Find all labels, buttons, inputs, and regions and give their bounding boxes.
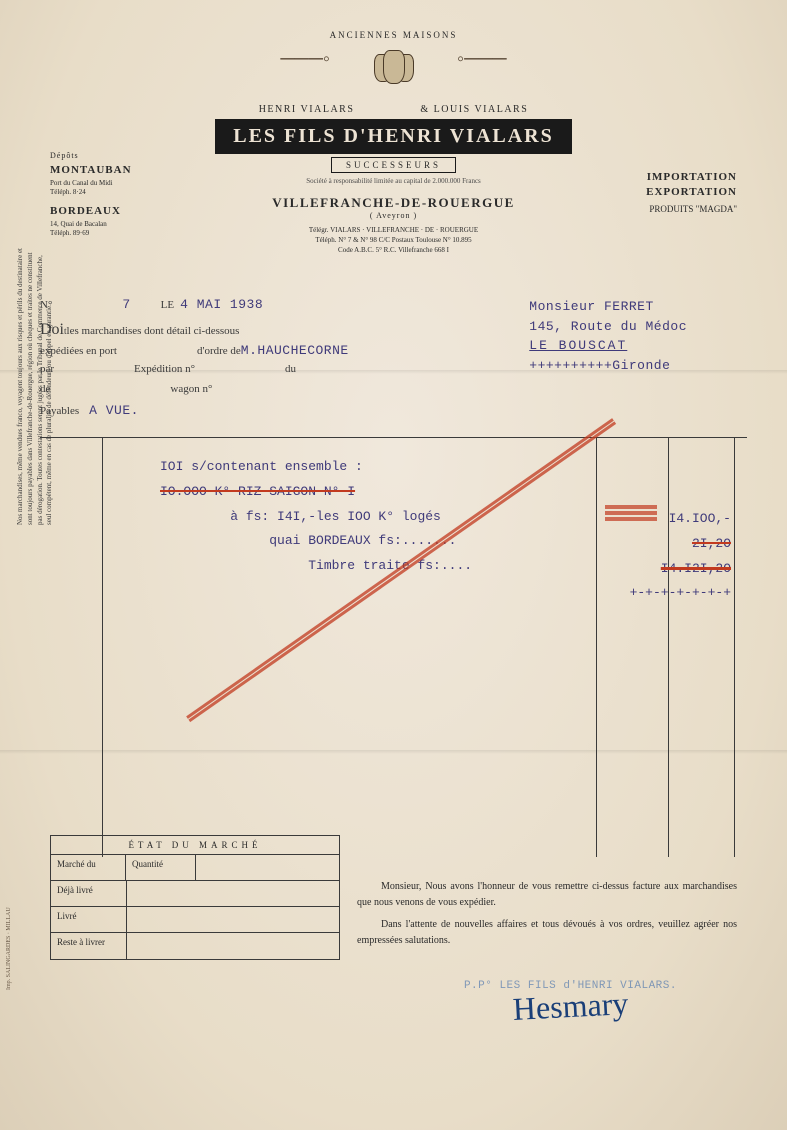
etat-row-header: Marché du Quantité — [51, 855, 339, 881]
etat-title: ÉTAT DU MARCHÉ — [51, 836, 339, 855]
invoice-table: IOI s/contenant ensemble : IO.OOO K° RIZ… — [40, 437, 747, 857]
expedition-n-label: Expédition n° — [134, 363, 195, 375]
table-vline-3 — [668, 437, 669, 857]
addressee-city: LE BOUSCAT — [529, 336, 687, 356]
etat-r4-val — [126, 933, 339, 959]
amount-column: I4.IOO,- 2I,2O I4.I2I,2O +-+-+-+-+-+-+ — [601, 507, 731, 606]
payables-value: A VUE. — [89, 403, 139, 418]
red-underline-icon — [605, 505, 657, 521]
amount-total: I4.I2I,2O — [601, 557, 731, 582]
etat-r2-label: Déjà livré — [51, 881, 126, 906]
arc-text: ANCIENNES MAISONS — [40, 30, 747, 40]
etat-col-b: Quantité — [126, 855, 196, 880]
depots-label: Dépôts — [50, 150, 132, 161]
etat-col-c — [196, 855, 339, 880]
table-vline-1 — [102, 437, 103, 857]
etat-row-2: Déjà livré — [51, 881, 339, 907]
line-item-5: Timbre traite fs:.... — [160, 554, 587, 579]
grain-sacks-icon — [370, 40, 418, 88]
invoice-paper: ANCIENNES MAISONS ───◦ ◦─── HENRI VIALAR… — [0, 0, 787, 1130]
letterhead: ANCIENNES MAISONS ───◦ ◦─── HENRI VIALAR… — [40, 30, 747, 255]
payables-row: Payables A VUE. — [40, 403, 747, 419]
closing-p2: Dans l'attente de nouvelles affaires et … — [357, 917, 737, 949]
doit-text: les marchandises dont détail ci-dessous — [67, 325, 240, 337]
contact-block: Télégr. VIALARS · VILLEFRANCHE · DE · RO… — [40, 226, 747, 255]
wagon-row: de wagon n° — [40, 383, 747, 399]
amount-tally: +-+-+-+-+-+-+ — [601, 581, 731, 606]
services-block: IMPORTATION EXPORTATION PRODUITS "MAGDA" — [646, 170, 737, 215]
table-vline-2 — [596, 437, 597, 857]
depot-city-2: BORDEAUX — [50, 204, 132, 219]
printer-credit: Imp. SALINGARDES · MILLAU — [6, 907, 12, 990]
produits-label: PRODUITS "MAGDA" — [646, 203, 737, 216]
etat-row-3: Livré — [51, 907, 339, 933]
company-title: LES FILS D'HENRI VIALARS — [215, 119, 572, 154]
invoice-number: 7 — [122, 297, 130, 312]
exportation-label: EXPORTATION — [646, 185, 737, 200]
line-item-4: quai BORDEAUX fs:....... — [160, 529, 587, 554]
telegraph-line: Télégr. VIALARS · VILLEFRANCHE · DE · RO… — [40, 226, 747, 236]
closing-p1: Monsieur, Nous avons l'honneur de vous r… — [357, 879, 737, 911]
founder-right: & LOUIS VIALARS — [412, 104, 536, 115]
addressee-region: ++++++++++Gironde — [529, 356, 687, 376]
founders-bar: HENRI VIALARS & LOUIS VIALARS — [40, 104, 747, 115]
invoice-date: 4 MAI 1938 — [180, 297, 263, 312]
signature-block: P.P° LES FILS d'HENRI VIALARS. Hesmary — [464, 980, 677, 1025]
ordre-label: d'ordre de — [197, 345, 241, 357]
etat-col-a: Marché du — [51, 855, 126, 880]
importation-label: IMPORTATION — [646, 170, 737, 185]
addressee-name: Monsieur FERRET — [529, 297, 687, 317]
invoice-form: Monsieur FERRET 145, Route du Médoc LE B… — [40, 297, 747, 419]
le-label: LE — [161, 299, 174, 311]
etat-r3-label: Livré — [51, 907, 126, 932]
city-name: VILLEFRANCHE-DE-ROUERGUE — [40, 195, 747, 211]
depot-city-1: MONTAUBAN — [50, 163, 132, 178]
depots-block: Dépôts MONTAUBAN Port du Canal du Midi T… — [50, 150, 132, 239]
city-region: ( Aveyron ) — [40, 211, 747, 220]
depot-tel-1: Téléph. 8·24 — [50, 188, 132, 198]
table-top-rule — [40, 437, 747, 438]
addressee-street: 145, Route du Médoc — [529, 317, 687, 337]
depot-addr-1: Port du Canal du Midi — [50, 179, 132, 189]
registry-line: Code A.B.C. 5° R.C. Villefranche 668 I — [40, 246, 747, 256]
wheat-left-icon: ───◦ — [210, 48, 330, 72]
du-label: du — [285, 363, 296, 375]
telephone-line: Téléph. N° 7 & N° 98 C/C Postaux Toulous… — [40, 236, 747, 246]
depot-tel-2: Téléph. 89·69 — [50, 229, 132, 239]
depot-addr-2: 14, Quai de Bacalan — [50, 220, 132, 230]
addressee-block: Monsieur FERRET 145, Route du Médoc LE B… — [529, 297, 687, 375]
etat-r4-label: Reste à livrer — [51, 933, 126, 959]
table-vline-4 — [734, 437, 735, 857]
etat-r3-val — [126, 907, 339, 932]
line-item-1: IOI s/contenant ensemble : — [160, 455, 587, 480]
etat-marche-box: ÉTAT DU MARCHÉ Marché du Quantité Déjà l… — [50, 835, 340, 960]
wheat-right-icon: ◦─── — [457, 48, 577, 72]
invoice-line-items: IOI s/contenant ensemble : IO.OOO K° RIZ… — [160, 455, 587, 578]
ordre-value: M.HAUCHECORNE — [241, 343, 349, 358]
capital-line: Société à responsabilité limitée au capi… — [40, 177, 747, 185]
etat-row-4: Reste à livrer — [51, 933, 339, 959]
closing-message: Monsieur, Nous avons l'honneur de vous r… — [357, 879, 737, 955]
etat-r2-val — [126, 881, 339, 906]
line-item-3: à fs: I4I,-les IOO K° logés — [160, 505, 587, 530]
amount-stamp: 2I,2O — [601, 532, 731, 557]
founder-left: HENRI VIALARS — [251, 104, 363, 115]
wagon-label: wagon n° — [170, 383, 212, 395]
successeurs-box: SUCCESSEURS — [331, 157, 456, 173]
logo-area: ───◦ ◦─── — [40, 40, 747, 100]
legal-disclaimer: Nos marchandises, même vendues franco, v… — [16, 245, 55, 525]
